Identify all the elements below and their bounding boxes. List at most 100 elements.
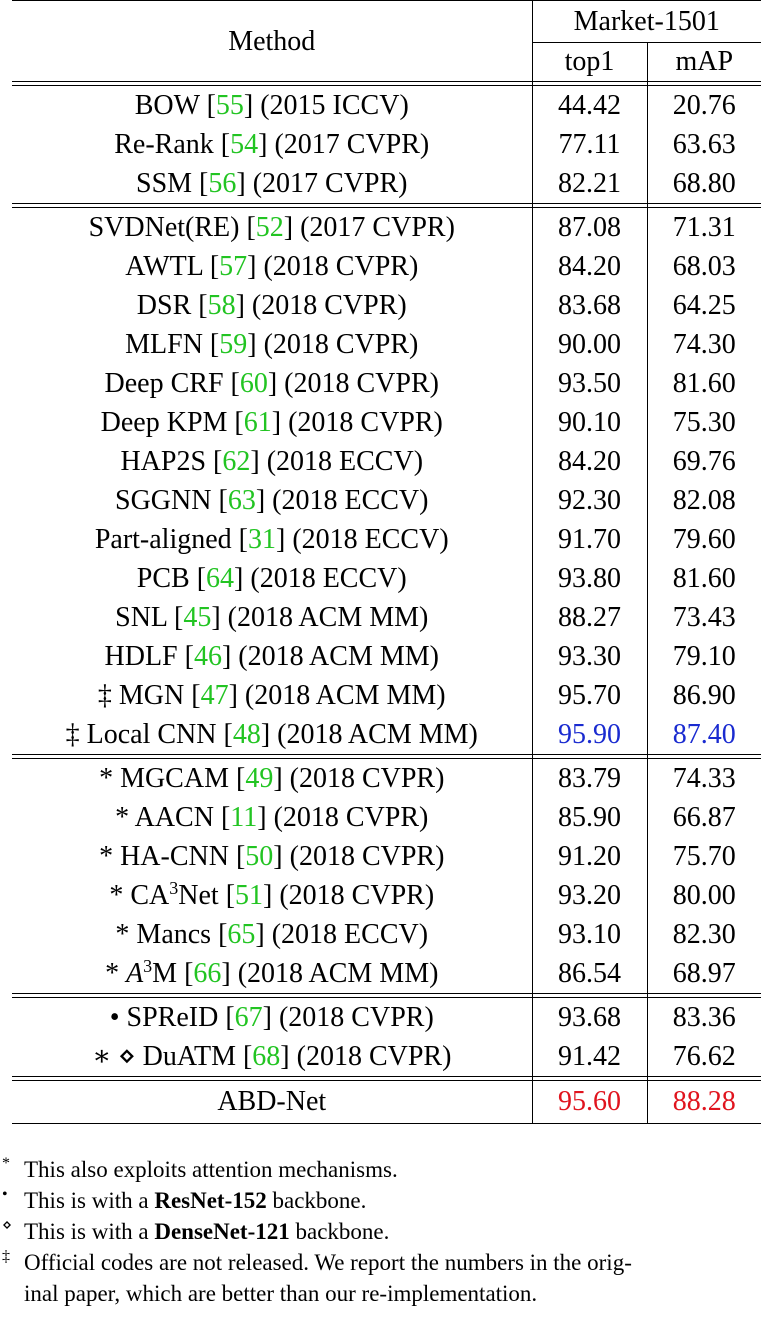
citation-link[interactable]: 66 <box>193 958 222 989</box>
separator-cell <box>531 993 647 998</box>
table-row: Re-Rank [54] (2017 CVPR) 77.11 63.63 <box>12 125 761 164</box>
venue: (2018 CVPR) <box>279 880 435 911</box>
citation-link[interactable]: 51 <box>235 880 264 911</box>
map-value-ours: 88.28 <box>646 1080 761 1124</box>
group-separator <box>12 203 761 208</box>
method-name: HAP2S <box>120 446 207 477</box>
method-name: Local CNN <box>86 719 217 750</box>
map-value: 75.30 <box>646 403 761 442</box>
top1-value: 84.20 <box>531 442 647 481</box>
venue: (2018 ECCV) <box>292 524 449 555</box>
citation-link[interactable]: 57 <box>219 251 248 282</box>
top1-value: 87.08 <box>531 207 647 247</box>
table-row-ours: ABD-Net 95.60 88.28 <box>12 1080 761 1124</box>
method-cell: HDLF [46] (2018 ACM MM) <box>104 641 439 672</box>
map-value: 82.30 <box>646 915 761 954</box>
top1-value: 77.11 <box>531 125 647 164</box>
method-name: SGGNN <box>115 485 212 516</box>
method-name: SPReID <box>126 1002 219 1033</box>
map-value: 68.03 <box>646 247 761 286</box>
top1-value: 88.27 <box>531 598 647 637</box>
method-name-ours: ABD-Net <box>12 1080 532 1124</box>
method-cell: * Mancs [65] (2018 ECCV) <box>115 919 429 950</box>
citation-link[interactable]: 61 <box>243 407 272 438</box>
separator-cell <box>646 203 761 208</box>
map-value: 68.97 <box>646 954 761 994</box>
top1-value: 82.21 <box>531 164 647 204</box>
citation-link[interactable]: 56 <box>208 168 237 199</box>
map-value: 71.31 <box>646 207 761 247</box>
table-row: * Mancs [65] (2018 ECCV) 93.10 82.30 <box>12 915 761 954</box>
citation-link[interactable]: 68 <box>252 1041 281 1072</box>
method-cell: * MGCAM [49] (2018 CVPR) <box>12 758 532 798</box>
map-value: 81.60 <box>646 559 761 598</box>
citation-link[interactable]: 47 <box>200 680 229 711</box>
citation-link[interactable]: 31 <box>248 524 276 555</box>
table-row: Deep KPM [61] (2018 CVPR) 90.10 75.30 <box>12 403 761 442</box>
citation-link[interactable]: 60 <box>239 368 268 399</box>
method-cell: Deep CRF [60] (2018 CVPR) <box>104 368 439 399</box>
citation-link[interactable]: 46 <box>193 641 222 672</box>
method-superscript: 3 <box>169 878 179 898</box>
venue: (2018 CVPR) <box>289 763 445 794</box>
group-separator <box>12 754 761 759</box>
map-header: mAP <box>646 42 761 82</box>
venue: (2018 CVPR) <box>251 290 407 321</box>
citation-link[interactable]: 45 <box>183 602 212 633</box>
top1-value: 83.79 <box>531 758 647 798</box>
venue: (2018 CVPR) <box>289 841 445 872</box>
citation-link[interactable]: 59 <box>219 329 248 360</box>
top1-value: 91.42 <box>531 1037 647 1077</box>
method-cell: ‡ Local CNN [48] (2018 ACM MM) <box>65 719 478 750</box>
table-row: BOW [55] (2015 ICCV) 44.42 20.76 <box>12 85 761 125</box>
citation-link[interactable]: 48 <box>232 719 261 750</box>
method-name: Deep KPM <box>100 407 228 438</box>
map-value: 79.10 <box>646 637 761 676</box>
map-value: 76.62 <box>646 1037 761 1077</box>
citation-link[interactable]: 54 <box>230 129 259 160</box>
method-cell: HAP2S [62] (2018 ECCV) <box>120 446 424 477</box>
citation-link[interactable]: 67 <box>234 1002 263 1033</box>
venue: (2015 ICCV) <box>260 90 409 121</box>
citation-link[interactable]: 64 <box>206 563 235 594</box>
venue: (2018 ECCV) <box>250 563 407 594</box>
table-row: HDLF [46] (2018 ACM MM) 93.30 79.10 <box>12 637 761 676</box>
method-cell: Part-aligned [31] (2018 ECCV) <box>94 524 449 555</box>
method-name: Mancs <box>136 919 212 950</box>
citation-link[interactable]: 50 <box>245 841 274 872</box>
citation-link[interactable]: 65 <box>227 919 256 950</box>
top1-value: 95.90 <box>531 715 647 755</box>
top1-value: 91.20 <box>531 837 647 876</box>
citation-link[interactable]: 62 <box>222 446 251 477</box>
citation-link[interactable]: 58 <box>207 290 236 321</box>
method-name: DSR <box>136 290 192 321</box>
method-name: SSM <box>136 168 193 199</box>
table-row: Deep CRF [60] (2018 CVPR) 93.50 81.60 <box>12 364 761 403</box>
method-cell: Re-Rank [54] (2017 CVPR) <box>114 129 430 160</box>
map-value: 83.36 <box>646 997 761 1037</box>
table-row: ‡ MGN [47] (2018 ACM MM) 95.70 86.90 <box>12 676 761 715</box>
separator-cell <box>646 81 761 86</box>
map-value: 79.60 <box>646 520 761 559</box>
method-name: SVDNet(RE) <box>88 212 240 243</box>
citation-link[interactable]: 63 <box>227 485 256 516</box>
method-cell: • SPReID [67] (2018 CVPR) <box>12 997 532 1037</box>
method-name-suffix: M <box>152 958 178 989</box>
citation-link[interactable]: 49 <box>245 763 274 794</box>
map-value: 80.00 <box>646 876 761 915</box>
footnote: * This also exploits attention mechanisms… <box>0 1154 763 1185</box>
map-value: 86.90 <box>646 676 761 715</box>
method-name: SNL <box>115 602 167 633</box>
citation-link[interactable]: 55 <box>215 90 244 121</box>
method-cell: * HA-CNN [50] (2018 CVPR) <box>99 841 445 872</box>
citation-link[interactable]: 52 <box>255 212 284 243</box>
venue: (2017 CVPR) <box>300 212 455 243</box>
venue: (2018 CVPR) <box>278 1002 434 1033</box>
map-value: 69.76 <box>646 442 761 481</box>
method-name: AWTL <box>125 251 203 282</box>
citation-link[interactable]: 11 <box>230 802 258 833</box>
method-name: BOW <box>134 90 200 121</box>
method-superscript: 3 <box>143 956 153 976</box>
method-header: Method <box>12 0 532 82</box>
map-value: 81.60 <box>646 364 761 403</box>
